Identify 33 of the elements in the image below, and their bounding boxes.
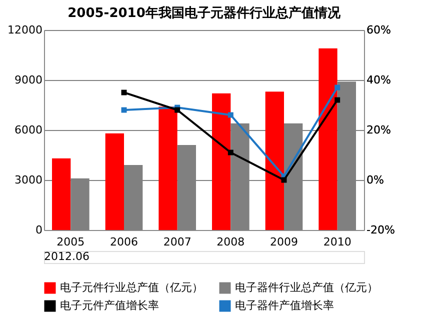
legend-label: 电子元件行业总产值（亿元） bbox=[60, 281, 203, 294]
bar bbox=[158, 106, 178, 230]
y2-tick-label: 20% bbox=[366, 124, 391, 136]
y2-tick-label: 60% bbox=[366, 24, 391, 36]
y2-tick-label: -20% bbox=[366, 224, 395, 236]
y-tick-label: 9000 bbox=[14, 74, 42, 86]
bar bbox=[105, 133, 124, 230]
text: 2012.06 bbox=[44, 250, 90, 263]
legend-label: 电子器件产值增长率 bbox=[235, 299, 334, 312]
x-tick-label: 2005 bbox=[56, 236, 85, 248]
point bbox=[174, 107, 180, 113]
bar bbox=[318, 48, 338, 230]
y-tick-label: 6000 bbox=[14, 124, 42, 136]
x-tick-label: 2010 bbox=[323, 236, 352, 248]
x-tick-label: 2007 bbox=[163, 236, 192, 248]
y2-tick-label: 0% bbox=[366, 174, 384, 186]
legend-label: 电子元件产值增长率 bbox=[60, 299, 159, 312]
bar bbox=[212, 93, 231, 230]
bar bbox=[52, 158, 71, 230]
y2-tick-label: 40% bbox=[366, 74, 391, 86]
x-tick-label: 2008 bbox=[216, 236, 245, 248]
x-tick-label: 2009 bbox=[270, 236, 298, 248]
point bbox=[334, 84, 340, 90]
chart-title: 2005-2010年我国电子元器件行业总产值情况 bbox=[68, 5, 342, 21]
y-tick-label: 12000 bbox=[8, 24, 42, 36]
point bbox=[334, 97, 340, 103]
point bbox=[228, 150, 234, 156]
point bbox=[228, 112, 234, 118]
y-tick-label: 0 bbox=[36, 224, 42, 236]
x-tick-label: 2006 bbox=[110, 236, 138, 248]
bar bbox=[265, 92, 284, 230]
y-tick-label: 3000 bbox=[14, 174, 42, 186]
legend-label: 电子器件行业总产值（亿元） bbox=[235, 281, 378, 294]
